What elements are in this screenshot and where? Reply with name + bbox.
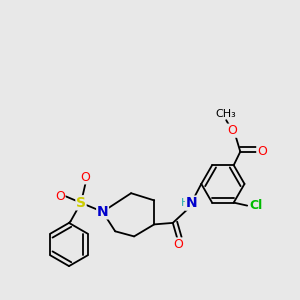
Text: N: N	[97, 205, 108, 219]
Text: H: H	[181, 198, 189, 208]
Text: O: O	[174, 238, 183, 251]
Text: Cl: Cl	[249, 199, 262, 212]
Text: O: O	[227, 124, 237, 137]
Text: O: O	[81, 171, 90, 184]
Text: O: O	[55, 190, 65, 203]
Text: CH₃: CH₃	[216, 109, 237, 119]
Text: O: O	[257, 145, 267, 158]
Text: S: S	[76, 196, 86, 210]
Text: N: N	[186, 196, 197, 210]
